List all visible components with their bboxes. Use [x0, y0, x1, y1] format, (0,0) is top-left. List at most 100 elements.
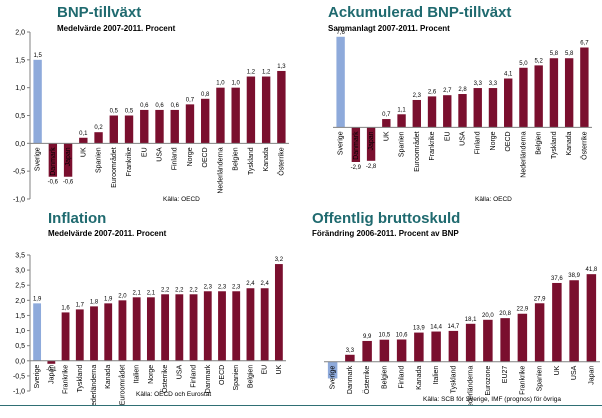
bar-usa	[175, 294, 184, 361]
category-label: Euroområdet	[110, 147, 118, 188]
value-label: 2,3	[413, 93, 422, 99]
bar-österrike	[362, 340, 372, 362]
value-label: 2,3	[232, 284, 241, 290]
category-label: Nederländerna	[217, 147, 224, 193]
bar-norge	[146, 297, 155, 361]
category-label: Tyskland	[248, 147, 255, 175]
value-label: 0,7	[382, 112, 391, 118]
value-label: -2,8	[366, 164, 377, 170]
value-label: 2,2	[189, 287, 198, 293]
y-tick-label: -1,0	[13, 389, 25, 396]
value-label: 0,6	[140, 103, 149, 109]
value-label: 1,1	[397, 107, 406, 113]
category-label: Finland	[475, 131, 482, 154]
ackumulerad-bnp-svg: 7,6 Sverige -2,9 Danmark -2,8 Japan 0,7 UK 1,1 Sp…	[333, 30, 592, 178]
bar-nederländerna	[519, 67, 528, 128]
y-tick-label: -0,5	[13, 373, 25, 380]
chart-source: Källa: OECD	[163, 196, 200, 203]
value-label: 0,7	[186, 97, 195, 103]
category-label: OECD	[505, 131, 512, 151]
bar-finland	[170, 109, 179, 144]
chart-title: Ackumulerad BNP-tillväxt	[328, 4, 512, 21]
category-label: Österrike	[580, 131, 588, 160]
bar-oecd	[504, 78, 513, 128]
value-label: 0,6	[155, 103, 164, 109]
y-tick-label: 2,0	[15, 298, 25, 305]
bar-italien	[132, 297, 141, 361]
chart-title: BNP-tillväxt	[57, 4, 142, 21]
category-label: Belgien	[247, 365, 254, 388]
category-label: Sverige	[35, 147, 42, 171]
category-label: Frankrike	[126, 147, 133, 176]
value-label: 2,6	[428, 89, 437, 95]
value-label: 1,2	[262, 70, 271, 76]
bar-euroområdet	[412, 99, 421, 128]
category-label: Danmark	[347, 365, 354, 394]
bar-eurozone	[483, 319, 493, 362]
category-label: UK	[383, 131, 390, 141]
y-tick-label: 2,5	[15, 283, 25, 290]
category-label: EU27	[502, 366, 509, 384]
value-label: 2,7	[443, 88, 452, 94]
value-label: 18,1	[465, 317, 477, 323]
category-label: Belgien	[233, 147, 240, 170]
bar-tyskland	[448, 330, 459, 362]
value-label: 38,9	[568, 273, 580, 279]
offentlig-bruttoskuld-chart: Sverige 3,3 Danmark 9,9 Österrike 10,5 Belgien…	[302, 205, 602, 405]
bar-japan	[586, 274, 597, 362]
category-label: Norge	[148, 365, 155, 384]
bar-danmark	[345, 354, 355, 362]
bar-italien	[431, 331, 441, 362]
value-label: 0,5	[110, 109, 119, 115]
bottom-divider	[0, 405, 602, 406]
bar-kanada	[414, 332, 424, 362]
y-tick-label: 3,0	[15, 268, 25, 275]
bar-oecd	[218, 291, 226, 361]
category-label: Belgien	[536, 131, 543, 154]
bnp-tillvaxt-chart: -1,0 -0,5 0,0 0,5 1,0 1,5 2,0 1,5 Sverige -0,6 Dan…	[0, 0, 300, 205]
category-label: EU	[444, 131, 451, 141]
bar-uk	[79, 137, 88, 144]
value-label: 4,1	[504, 72, 513, 78]
bar-eu	[140, 109, 149, 144]
value-label: 2,2	[161, 287, 170, 293]
category-label: Italien	[433, 366, 440, 385]
y-tick-label: 1,5	[15, 57, 25, 64]
inflation-svg: -1,0 -0,5 0,0 0,5 1,0 1,5 2,0 2,5 3,0 3,5 1,9 Sveri…	[13, 253, 286, 405]
value-label: 1,7	[76, 302, 85, 308]
bar-frankrike	[427, 96, 437, 128]
bar-österrike	[580, 47, 589, 128]
bar-eu	[443, 95, 452, 128]
bar-japan	[63, 143, 73, 177]
category-label: Tyskland	[551, 131, 558, 159]
bar-österrike	[161, 294, 170, 361]
value-label: 2,4	[260, 281, 269, 287]
bnp-tillvaxt-svg: -1,0 -0,5 0,0 0,5 1,0 1,5 2,0 1,5 Sverige -0,6 Dan…	[13, 30, 289, 204]
bar-spanien	[534, 303, 545, 362]
category-label: Nederländerna	[91, 365, 98, 405]
value-label: 2,3	[204, 284, 213, 290]
bar-norge	[488, 88, 498, 128]
category-label: Spanien	[96, 147, 103, 173]
value-label: 2,4	[246, 281, 255, 287]
category-label: Danmark	[205, 364, 212, 393]
value-label: -0,1	[46, 367, 57, 373]
bar-usa	[569, 280, 579, 362]
bar-spanien	[397, 114, 406, 128]
category-label: Japan	[588, 366, 595, 385]
bar-tyskland	[549, 58, 559, 128]
category-label: Norge	[187, 147, 194, 166]
bar-tyskland	[246, 76, 256, 144]
bar-frankrike	[124, 115, 134, 144]
bar-usa	[458, 94, 467, 128]
category-label: Eurozone	[485, 366, 492, 396]
value-label: 10,6	[396, 332, 408, 338]
value-label: 1,6	[61, 305, 70, 311]
category-label: Nederländerna	[468, 366, 475, 405]
category-label: Finland	[172, 147, 179, 170]
bar-spanien	[232, 291, 241, 361]
value-label: 5,8	[565, 51, 574, 57]
bar-euroområdet	[118, 300, 127, 361]
bar-danmark	[203, 291, 212, 361]
category-label: Euroområdet	[413, 131, 421, 172]
